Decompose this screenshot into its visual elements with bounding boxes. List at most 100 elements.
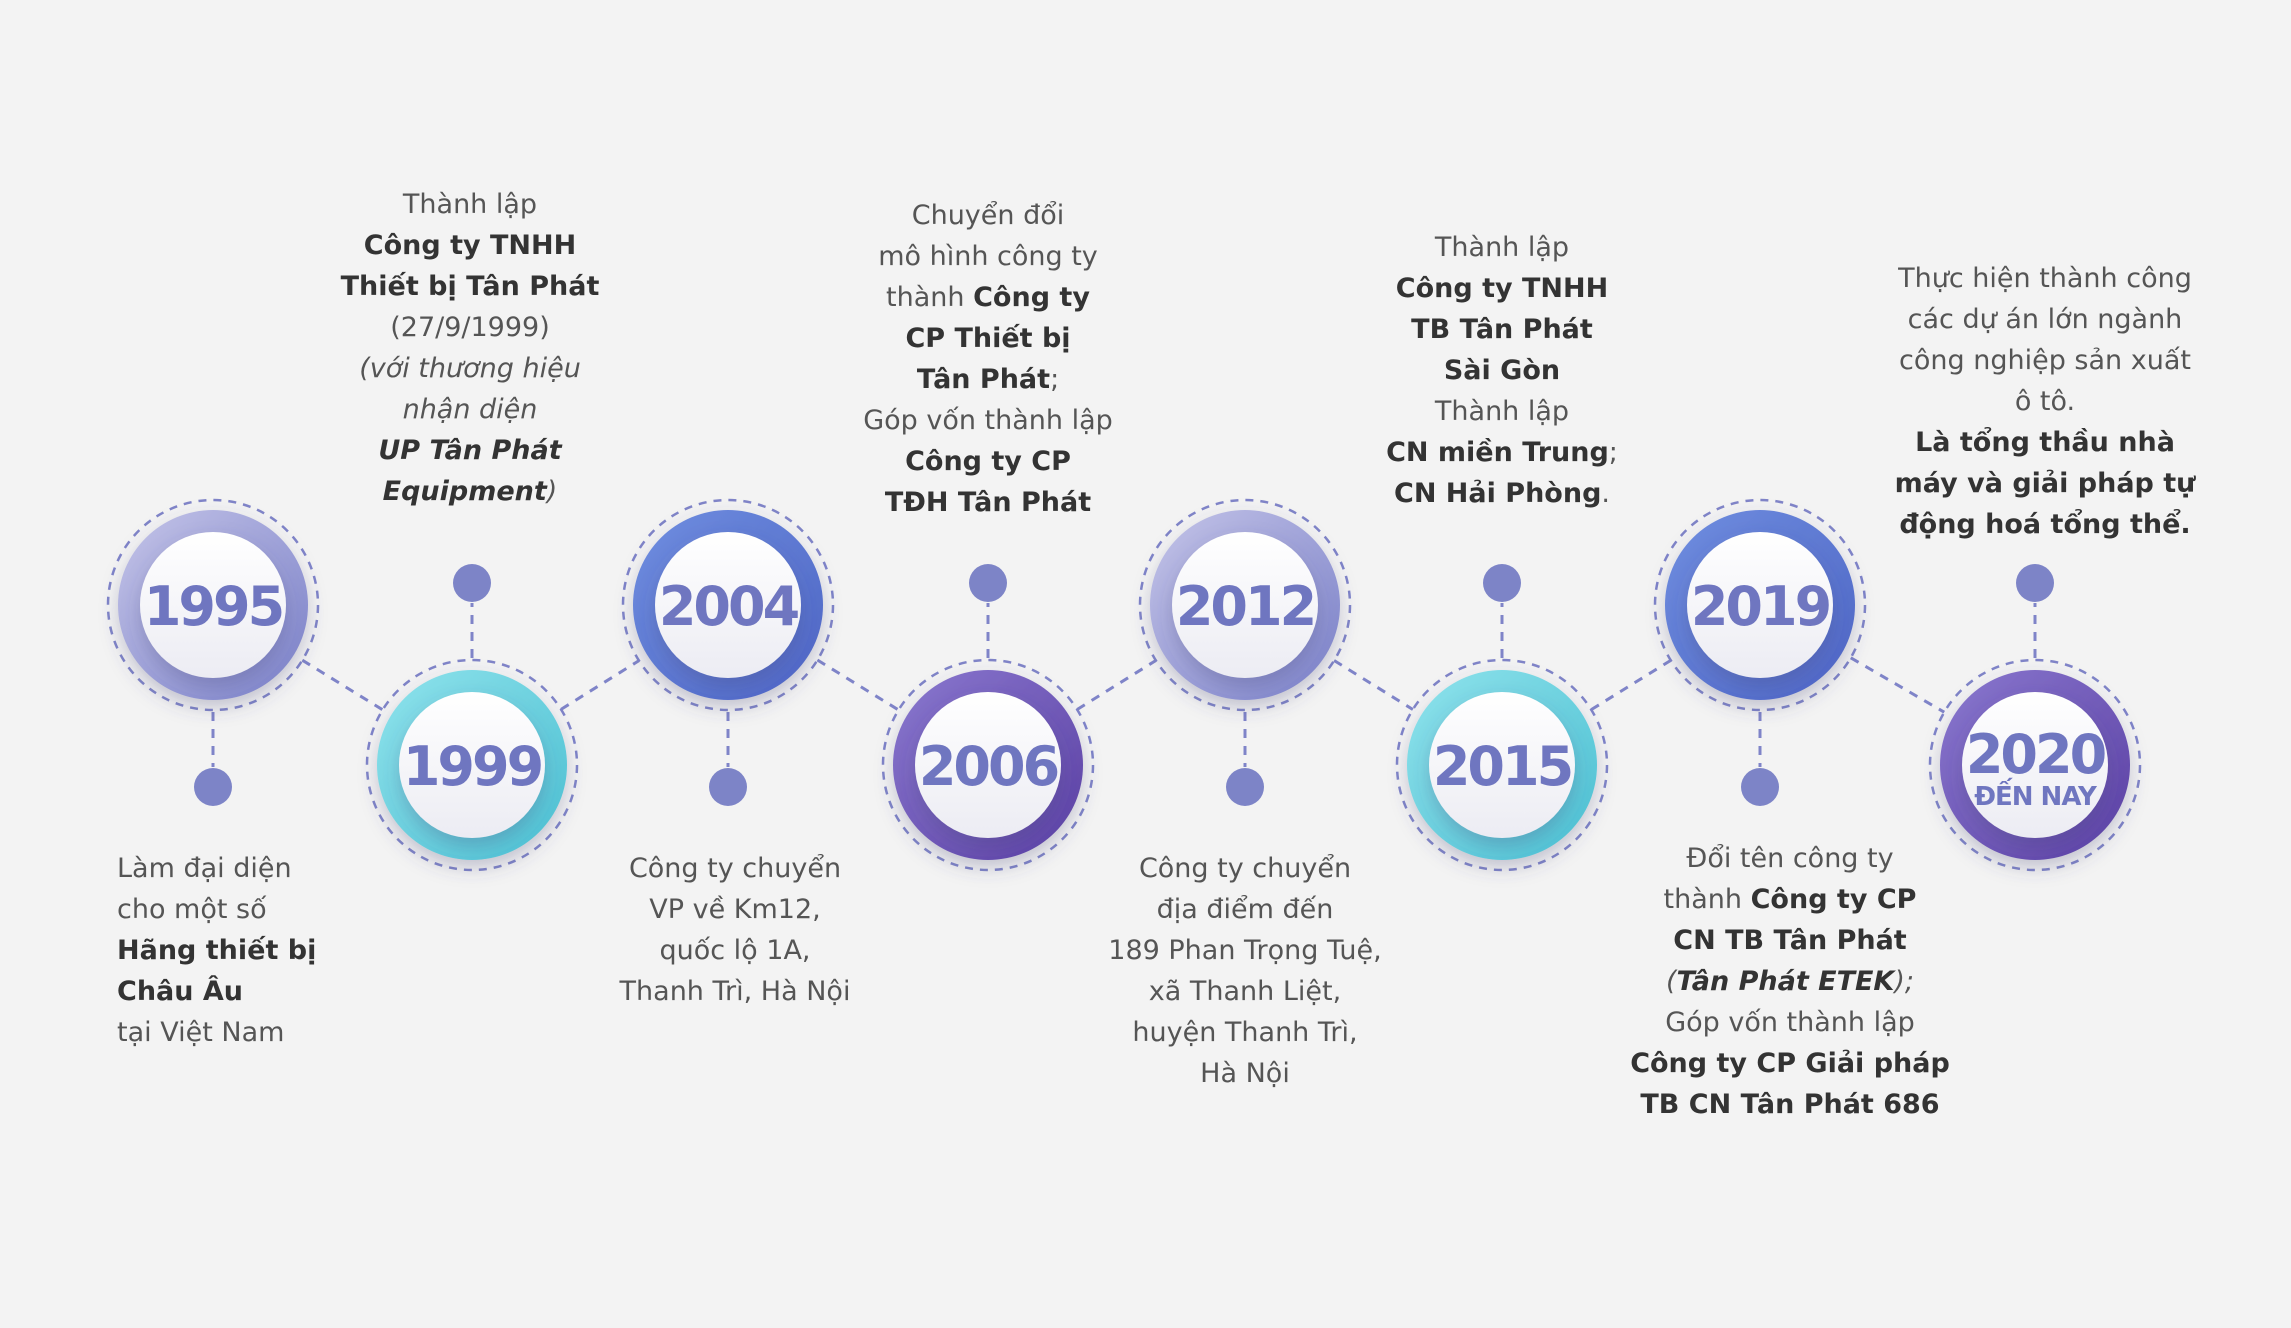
- description-line: Công ty chuyển: [1075, 848, 1415, 889]
- description-line: Sài Gòn: [1332, 350, 1672, 391]
- description-text: động hoá tổng thể.: [1899, 509, 2191, 540]
- description-line: Góp vốn thành lập: [1620, 1002, 1960, 1043]
- connector-line: [1590, 659, 1672, 711]
- year-face: [399, 692, 545, 838]
- description-line: công nghiệp sản xuất: [1875, 340, 2215, 381]
- description-line: Công ty TNHH: [1332, 268, 1672, 309]
- description-line: CN Hải Phòng.: [1332, 473, 1672, 514]
- description-line: Góp vốn thành lập: [818, 400, 1158, 441]
- description-line: địa điểm đến: [1075, 889, 1415, 930]
- description-text: TB CN Tân Phát 686: [1640, 1089, 1940, 1120]
- description-line: TĐH Tân Phát: [818, 482, 1158, 523]
- year-label: 2006: [919, 735, 1058, 798]
- dashed-ring: [621, 498, 835, 712]
- description-text: Công ty TNHH: [1395, 273, 1609, 304]
- description-line: Tân Phát;: [818, 359, 1158, 400]
- year-face: [1172, 532, 1318, 678]
- description-line: Châu Âu: [117, 971, 316, 1012]
- description-text: tại Việt Nam: [117, 1017, 285, 1048]
- description-text: ): [546, 476, 558, 507]
- description-text: (với thương hiệu: [359, 353, 581, 384]
- year-label: 2012: [1176, 575, 1314, 638]
- connector-line: [301, 658, 384, 712]
- description-text: Thành lập: [402, 189, 538, 220]
- milestone-dot: [1483, 564, 1521, 602]
- connector-line: [560, 659, 640, 711]
- description-text: mô hình công ty: [878, 241, 1098, 272]
- description-line: Là tổng thầu nhà: [1875, 422, 2215, 463]
- connector-line: [1076, 659, 1157, 711]
- description-line: TB CN Tân Phát 686: [1620, 1084, 1960, 1125]
- milestone-description-2020: Thực hiện thành công các dự án lớn ngành c…: [1875, 258, 2215, 545]
- dashed-ring: [365, 658, 579, 872]
- description-line: ô tô.: [1875, 381, 2215, 422]
- description-text: 189 Phan Trọng Tuệ,: [1108, 935, 1382, 966]
- description-text: TB Tân Phát: [1411, 314, 1593, 345]
- milestone-description-2006: Chuyển đổi mô hình công ty thành Công ty CP…: [818, 195, 1158, 523]
- description-text: CN miền Trung: [1386, 437, 1609, 468]
- year-label: 1999: [403, 735, 542, 798]
- description-line: CN TB Tân Phát: [1620, 920, 1960, 961]
- milestone-description-1995: Làm đại diện cho một số Hãng thiết bị Châu …: [117, 848, 316, 1053]
- description-text: Thành lập: [1434, 396, 1570, 427]
- description-line: Công ty TNHH: [300, 225, 640, 266]
- description-text: Công ty chuyển: [628, 853, 842, 884]
- year-subtitle: ĐẾN NAY: [1974, 777, 2098, 812]
- description-line: Làm đại diện: [117, 848, 316, 889]
- description-text: (27/9/1999): [390, 312, 550, 343]
- description-text: Làm đại diện: [117, 853, 292, 884]
- description-text: ;: [1050, 364, 1060, 395]
- description-line: Đổi tên công ty: [1620, 838, 1960, 879]
- description-line: Chuyển đổi: [818, 195, 1158, 236]
- dashed-ring: [1138, 498, 1352, 712]
- year-face: [1687, 532, 1833, 678]
- description-line: UP Tân Phát: [300, 430, 640, 471]
- description-text: Thành lập: [1434, 232, 1570, 263]
- description-line: động hoá tổng thể.: [1875, 504, 2215, 545]
- description-text: huyện Thanh Trì,: [1132, 1017, 1358, 1048]
- milestone-description-2012: Công ty chuyển địa điểm đến 189 Phan Trọng…: [1075, 848, 1415, 1094]
- description-text: Góp vốn thành lập: [863, 405, 1113, 436]
- description-line: Hãng thiết bị: [117, 930, 316, 971]
- description-text: ;: [1608, 437, 1618, 468]
- description-line: VP về Km12,: [565, 889, 905, 930]
- description-line: Thành lập: [300, 184, 640, 225]
- description-line: Công ty CP Giải pháp: [1620, 1043, 1960, 1084]
- connector-line: [816, 658, 900, 712]
- description-line: Equipment): [300, 471, 640, 512]
- description-text: Hãng thiết bị: [117, 935, 317, 966]
- description-text: .: [1601, 478, 1610, 509]
- year-face: [655, 532, 801, 678]
- description-line: máy và giải pháp tự: [1875, 463, 2215, 504]
- description-text: các dự án lớn ngành: [1907, 304, 2183, 335]
- description-line: quốc lộ 1A,: [565, 930, 905, 971]
- dashed-ring: [881, 658, 1095, 872]
- dashed-ring: [1653, 498, 1867, 712]
- description-text: ô tô.: [2014, 386, 2076, 417]
- description-text: Tân Phát: [916, 364, 1051, 395]
- milestone-dot: [194, 768, 232, 806]
- description-text: Góp vốn thành lập: [1665, 1007, 1915, 1038]
- description-text: Là tổng thầu nhà: [1915, 427, 2175, 458]
- milestone-dot: [709, 768, 747, 806]
- description-line: (Tân Phát ETEK);: [1620, 961, 1960, 1002]
- description-text: Thực hiện thành công: [1898, 263, 2192, 294]
- description-line: cho một số: [117, 889, 316, 930]
- description-text: Công ty chuyển: [1138, 853, 1352, 884]
- milestone-dot: [969, 564, 1007, 602]
- milestone-description-2004: Công ty chuyển VP về Km12, quốc lộ 1A, Than…: [565, 848, 905, 1012]
- description-line: Thực hiện thành công: [1875, 258, 2215, 299]
- description-text: Công ty CP Giải pháp: [1630, 1048, 1950, 1079]
- connector-line: [1333, 659, 1414, 711]
- description-line: Thành lập: [1332, 391, 1672, 432]
- description-line: Thanh Trì, Hà Nội: [565, 971, 905, 1012]
- description-text: Hà Nội: [1200, 1058, 1290, 1089]
- description-text: xã Thanh Liệt,: [1148, 976, 1342, 1007]
- milestone-description-1999: Thành lập Công ty TNHH Thiết bị Tân Phát (2…: [300, 184, 640, 512]
- description-text: (: [1665, 966, 1677, 997]
- milestone-dot: [1226, 768, 1264, 806]
- description-line: thành Công ty: [818, 277, 1158, 318]
- description-line: thành Công ty CP: [1620, 879, 1960, 920]
- description-line: Hà Nội: [1075, 1053, 1415, 1094]
- description-text: Công ty TNHH: [363, 230, 577, 261]
